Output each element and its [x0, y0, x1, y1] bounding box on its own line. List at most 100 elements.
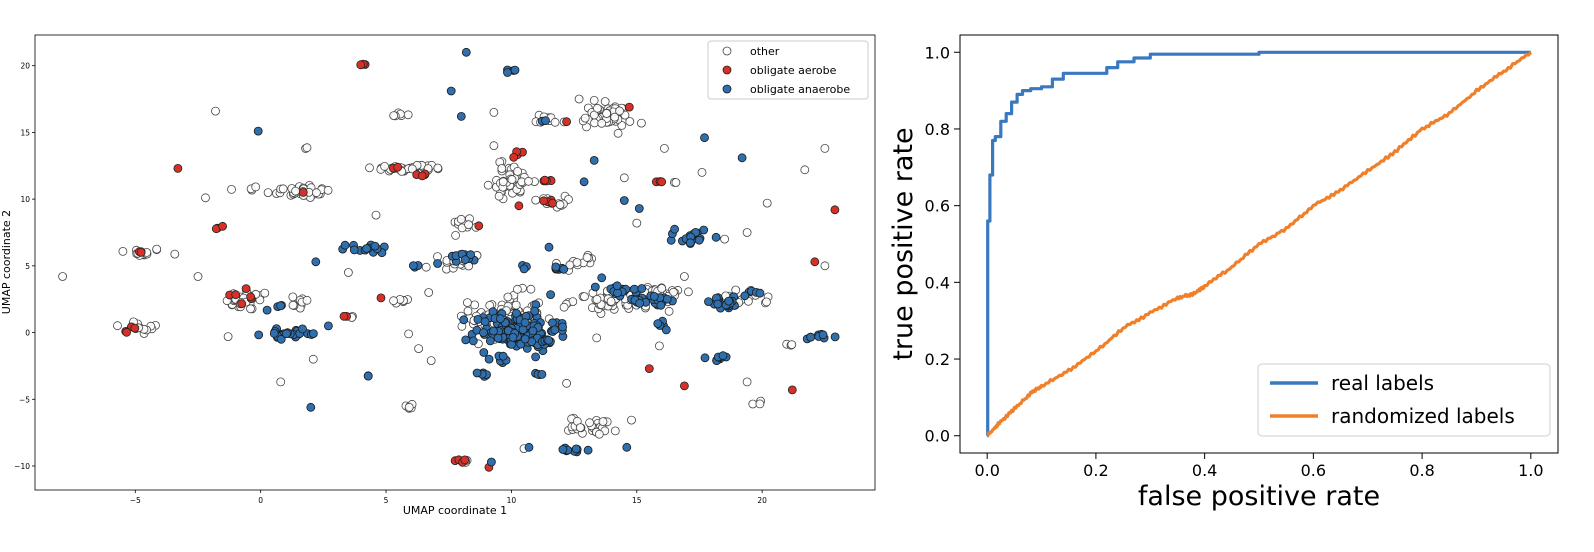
point-obligate-aerobe	[298, 187, 308, 197]
roc-y-tick-label: 0.0	[925, 427, 950, 446]
point-obligate-anaerobe	[323, 321, 333, 331]
point-other	[489, 108, 499, 117]
point-other	[610, 112, 620, 122]
point-obligate-aerobe	[241, 284, 251, 294]
point-other	[483, 180, 493, 190]
point-other	[625, 117, 635, 126]
point-obligate-anaerobe	[520, 334, 530, 344]
point-obligate-anaerobe	[551, 262, 561, 272]
point-obligate-anaerobe	[531, 352, 540, 362]
point-other	[742, 377, 752, 387]
point-obligate-anaerobe	[281, 329, 291, 339]
point-obligate-aerobe	[624, 102, 634, 112]
point-other	[311, 188, 321, 198]
point-obligate-anaerobe	[508, 332, 518, 342]
point-other	[211, 106, 220, 116]
point-obligate-anaerobe	[700, 353, 710, 363]
roc-x-tick-label: 1.0	[1518, 461, 1543, 480]
point-other	[655, 341, 664, 351]
point-obligate-aerobe	[417, 171, 427, 181]
point-obligate-anaerobe	[461, 335, 471, 345]
point-other	[278, 184, 288, 194]
umap-y-tick-label: 20	[20, 62, 30, 71]
point-other	[598, 417, 608, 427]
point-other	[308, 354, 318, 364]
series-obligate-anaerobe	[253, 47, 840, 467]
point-obligate-anaerobe	[298, 324, 307, 334]
point-other	[697, 167, 707, 177]
umap-y-tick-label: 15	[20, 128, 30, 137]
point-other	[498, 177, 508, 187]
point-other	[637, 118, 646, 128]
point-obligate-anaerobe	[713, 299, 723, 309]
point-other	[606, 296, 616, 306]
point-obligate-anaerobe	[589, 155, 599, 165]
point-other	[526, 284, 536, 294]
point-other	[503, 292, 513, 302]
point-obligate-anaerobe	[558, 322, 567, 332]
point-obligate-aerobe	[356, 60, 366, 70]
point-obligate-anaerobe	[649, 291, 659, 301]
point-obligate-aerobe	[460, 455, 470, 465]
point-other	[451, 230, 461, 240]
point-obligate-anaerobe	[460, 255, 470, 265]
point-obligate-anaerobe	[830, 332, 840, 342]
point-other	[787, 340, 797, 350]
point-obligate-anaerobe	[276, 301, 286, 311]
point-obligate-aerobe	[540, 175, 550, 185]
roc-y-tick-label: 0.2	[925, 350, 950, 369]
point-obligate-anaerobe	[635, 298, 645, 308]
point-obligate-anaerobe	[530, 306, 540, 316]
point-obligate-anaerobe	[512, 308, 521, 318]
point-other	[421, 262, 431, 272]
point-other	[762, 198, 772, 208]
point-obligate-anaerobe	[362, 244, 372, 253]
point-other	[593, 103, 602, 113]
point-obligate-aerobe	[231, 290, 241, 300]
point-obligate-anaerobe	[480, 317, 490, 327]
point-other	[302, 143, 312, 153]
roc-y-tick-label: 0.6	[925, 197, 950, 216]
point-other	[276, 377, 286, 387]
point-other	[720, 234, 729, 244]
point-other	[610, 426, 620, 436]
point-obligate-anaerobe	[456, 112, 466, 121]
point-obligate-anaerobe	[661, 325, 671, 335]
point-other	[260, 288, 270, 298]
point-other	[594, 429, 604, 439]
point-obligate-anaerobe	[466, 250, 476, 260]
point-obligate-anaerobe	[558, 445, 568, 454]
point-obligate-anaerobe	[755, 288, 765, 298]
point-other	[592, 294, 602, 304]
point-obligate-aerobe	[548, 198, 557, 208]
umap-y-ticks: −10 −5 0 5 10 15 20	[14, 62, 35, 471]
point-other	[580, 292, 589, 302]
point-obligate-anaerobe	[597, 273, 607, 283]
legend-marker-other	[722, 46, 732, 56]
point-obligate-anaerobe	[544, 335, 553, 345]
point-obligate-anaerobe	[685, 238, 695, 248]
point-other	[113, 321, 122, 331]
point-other	[389, 296, 399, 306]
point-other	[414, 344, 424, 354]
point-obligate-anaerobe	[485, 336, 495, 346]
point-obligate-anaerobe	[254, 330, 264, 340]
roc-y-tick-label: 1.0	[925, 43, 950, 62]
point-other	[404, 402, 414, 412]
legend-marker-obligate-anaerobe	[722, 84, 732, 94]
roc-line-randomized-labels	[986, 51, 1533, 437]
point-other	[343, 268, 353, 277]
point-obligate-anaerobe	[656, 300, 666, 310]
point-other	[463, 306, 473, 316]
roc-x-tick-label: 0.0	[974, 461, 999, 480]
roc-curve-panel: 0.0 0.2 0.4 0.6 0.8 1.0 0.0 0.2 0.4 0.6 0.8 1.0 fa…	[888, 34, 1559, 512]
point-obligate-anaerobe	[740, 291, 750, 301]
point-obligate-aerobe	[830, 205, 840, 215]
point-obligate-anaerobe	[306, 402, 316, 412]
umap-x-tick-label: −5	[130, 496, 141, 505]
point-other	[511, 300, 521, 310]
point-other	[513, 166, 522, 176]
point-other	[524, 176, 533, 186]
point-obligate-anaerobe	[524, 442, 534, 452]
legend-label-randomized-labels: randomized labels	[1331, 404, 1515, 428]
